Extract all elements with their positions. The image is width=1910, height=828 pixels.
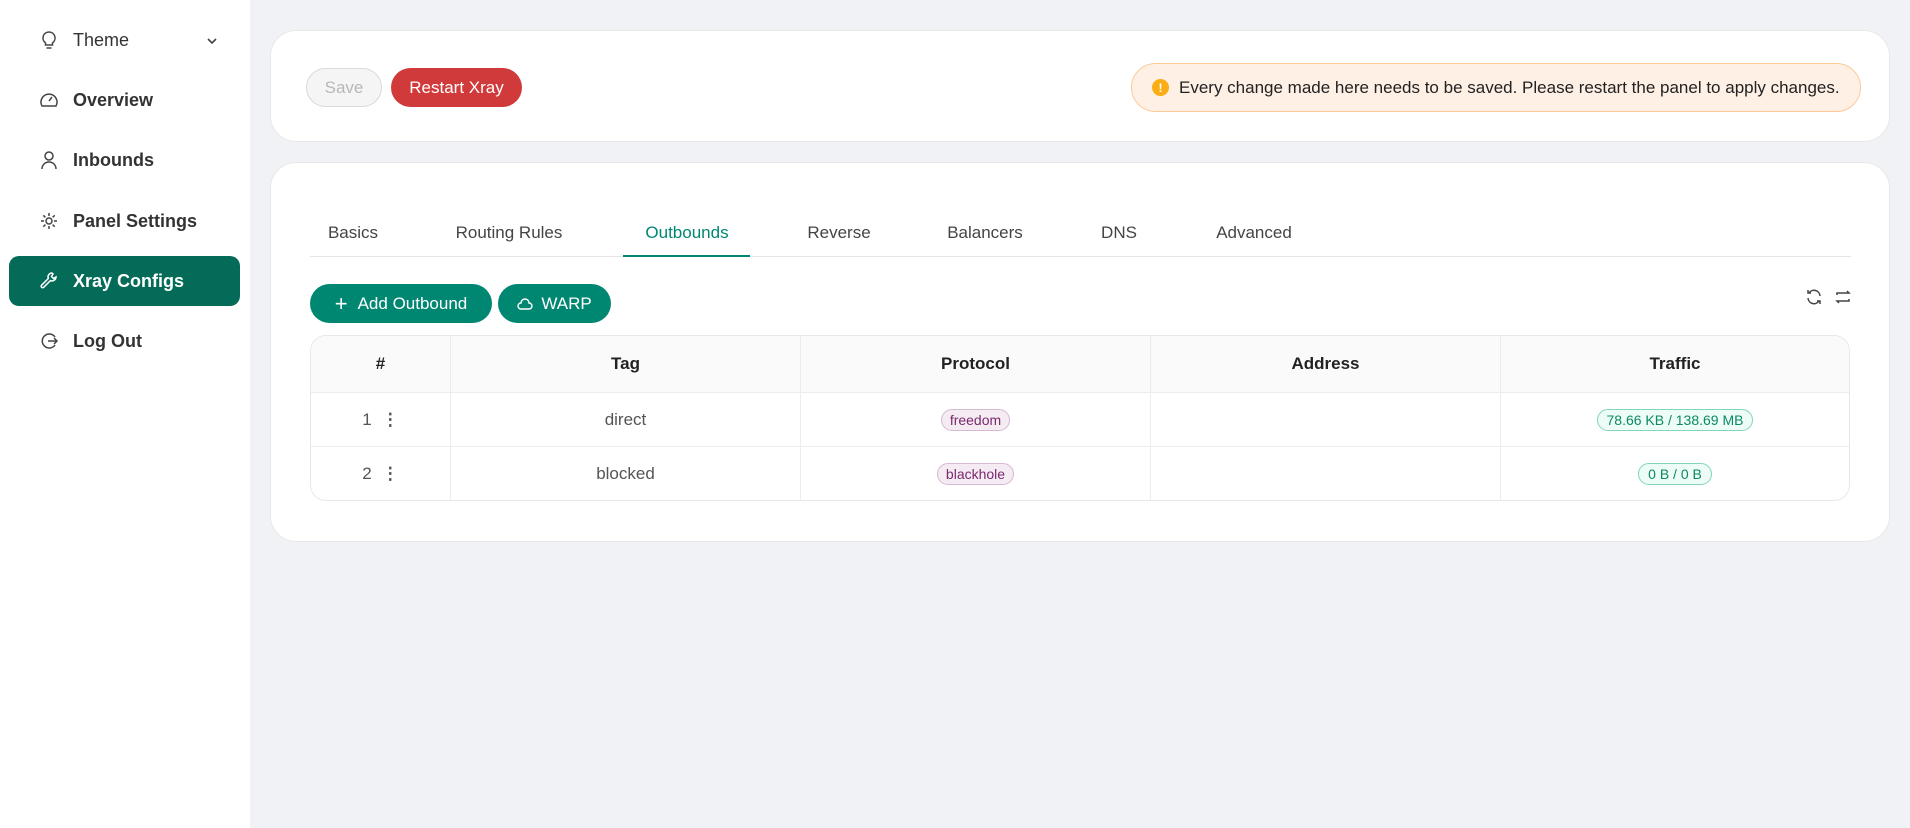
tab-outbounds[interactable]: Outbounds	[645, 223, 729, 242]
gear-icon	[39, 211, 59, 231]
cloud-icon	[517, 297, 533, 310]
row-tag: blocked	[451, 447, 801, 500]
logout-icon	[39, 331, 59, 351]
save-warning-alert: ! Every change made here needs to be sav…	[1131, 63, 1861, 112]
sidebar-item-log-out[interactable]: Log Out	[9, 316, 240, 366]
active-tab-indicator	[623, 255, 750, 257]
header-traffic: Traffic	[1649, 354, 1701, 373]
sidebar-item-overview[interactable]: Overview	[9, 75, 240, 125]
swap-icon[interactable]	[1834, 288, 1852, 311]
row-address	[1151, 447, 1501, 500]
sidebar-item-label: Inbounds	[73, 149, 154, 170]
traffic-badge: 78.66 KB / 138.69 MB	[1596, 408, 1754, 431]
row-index: 2	[362, 464, 372, 483]
warp-button[interactable]: WARP	[498, 284, 611, 323]
save-button[interactable]: Save	[306, 68, 382, 107]
table-row: 2 ⋮ blocked blackhole 0 B / 0 B	[311, 447, 1849, 500]
user-icon	[39, 150, 59, 170]
bulb-icon	[39, 30, 59, 50]
tab-dns[interactable]: DNS	[1101, 223, 1137, 242]
row-address	[1151, 393, 1501, 446]
add-outbound-label: Add Outbound	[357, 293, 468, 313]
add-outbound-button[interactable]: + Add Outbound	[310, 284, 492, 323]
sidebar-item-label: Xray Configs	[73, 270, 185, 291]
config-card: Basics Routing Rules Outbounds Reverse B…	[270, 162, 1890, 542]
tab-routing-rules[interactable]: Routing Rules	[455, 223, 563, 242]
row-tag: direct	[451, 393, 801, 446]
protocol-badge: freedom	[940, 408, 1011, 431]
more-menu-icon[interactable]: ⋮	[381, 409, 399, 429]
sidebar-item-inbounds[interactable]: Inbounds	[9, 135, 240, 185]
sidebar-item-theme[interactable]: Theme	[9, 15, 240, 65]
outbounds-table: # Tag Protocol Address Traffic 1 ⋮ direct…	[310, 335, 1850, 501]
more-menu-icon[interactable]: ⋮	[381, 464, 399, 483]
tab-balancers[interactable]: Balancers	[947, 223, 1023, 242]
tab-basics[interactable]: Basics	[327, 223, 379, 242]
sidebar-item-label: Theme	[73, 29, 130, 50]
header-address: Address	[1151, 336, 1501, 392]
tab-advanced[interactable]: Advanced	[1216, 223, 1292, 242]
warp-label: WARP	[541, 293, 592, 313]
sidebar-item-xray-configs[interactable]: Xray Configs	[9, 256, 240, 306]
alert-text: Every change made here needs to be saved…	[1179, 77, 1840, 97]
chevron-down-icon	[206, 31, 218, 52]
warning-icon: !	[1152, 79, 1169, 96]
plus-icon: +	[334, 290, 348, 316]
sidebar-item-label: Log Out	[73, 330, 142, 351]
dashboard-icon	[39, 90, 59, 110]
toolbar-card: Save Restart Xray ! Every change made he…	[270, 30, 1890, 142]
tab-reverse[interactable]: Reverse	[807, 223, 871, 242]
traffic-badge: 0 B / 0 B	[1638, 463, 1712, 485]
table-row: 1 ⋮ direct freedom 78.66 KB / 138.69 MB	[311, 393, 1849, 447]
sidebar-item-label: Overview	[73, 89, 154, 110]
sidebar-item-label: Panel Settings	[73, 210, 198, 231]
header-tag: Tag	[451, 336, 801, 392]
header-protocol: Protocol	[801, 336, 1151, 392]
table-header: # Tag Protocol Address Traffic	[311, 336, 1849, 393]
sidebar: Theme Overview Inbounds Panel Settings X…	[0, 0, 250, 828]
wrench-icon	[39, 271, 59, 291]
refresh-icon[interactable]	[1805, 288, 1823, 311]
protocol-badge: blackhole	[936, 463, 1015, 485]
header-index: #	[311, 336, 451, 392]
restart-xray-button[interactable]: Restart Xray	[391, 68, 522, 107]
sidebar-item-panel-settings[interactable]: Panel Settings	[9, 196, 240, 246]
tab-bar: Basics Routing Rules Outbounds Reverse B…	[310, 213, 1851, 257]
row-index: 1	[362, 409, 372, 429]
